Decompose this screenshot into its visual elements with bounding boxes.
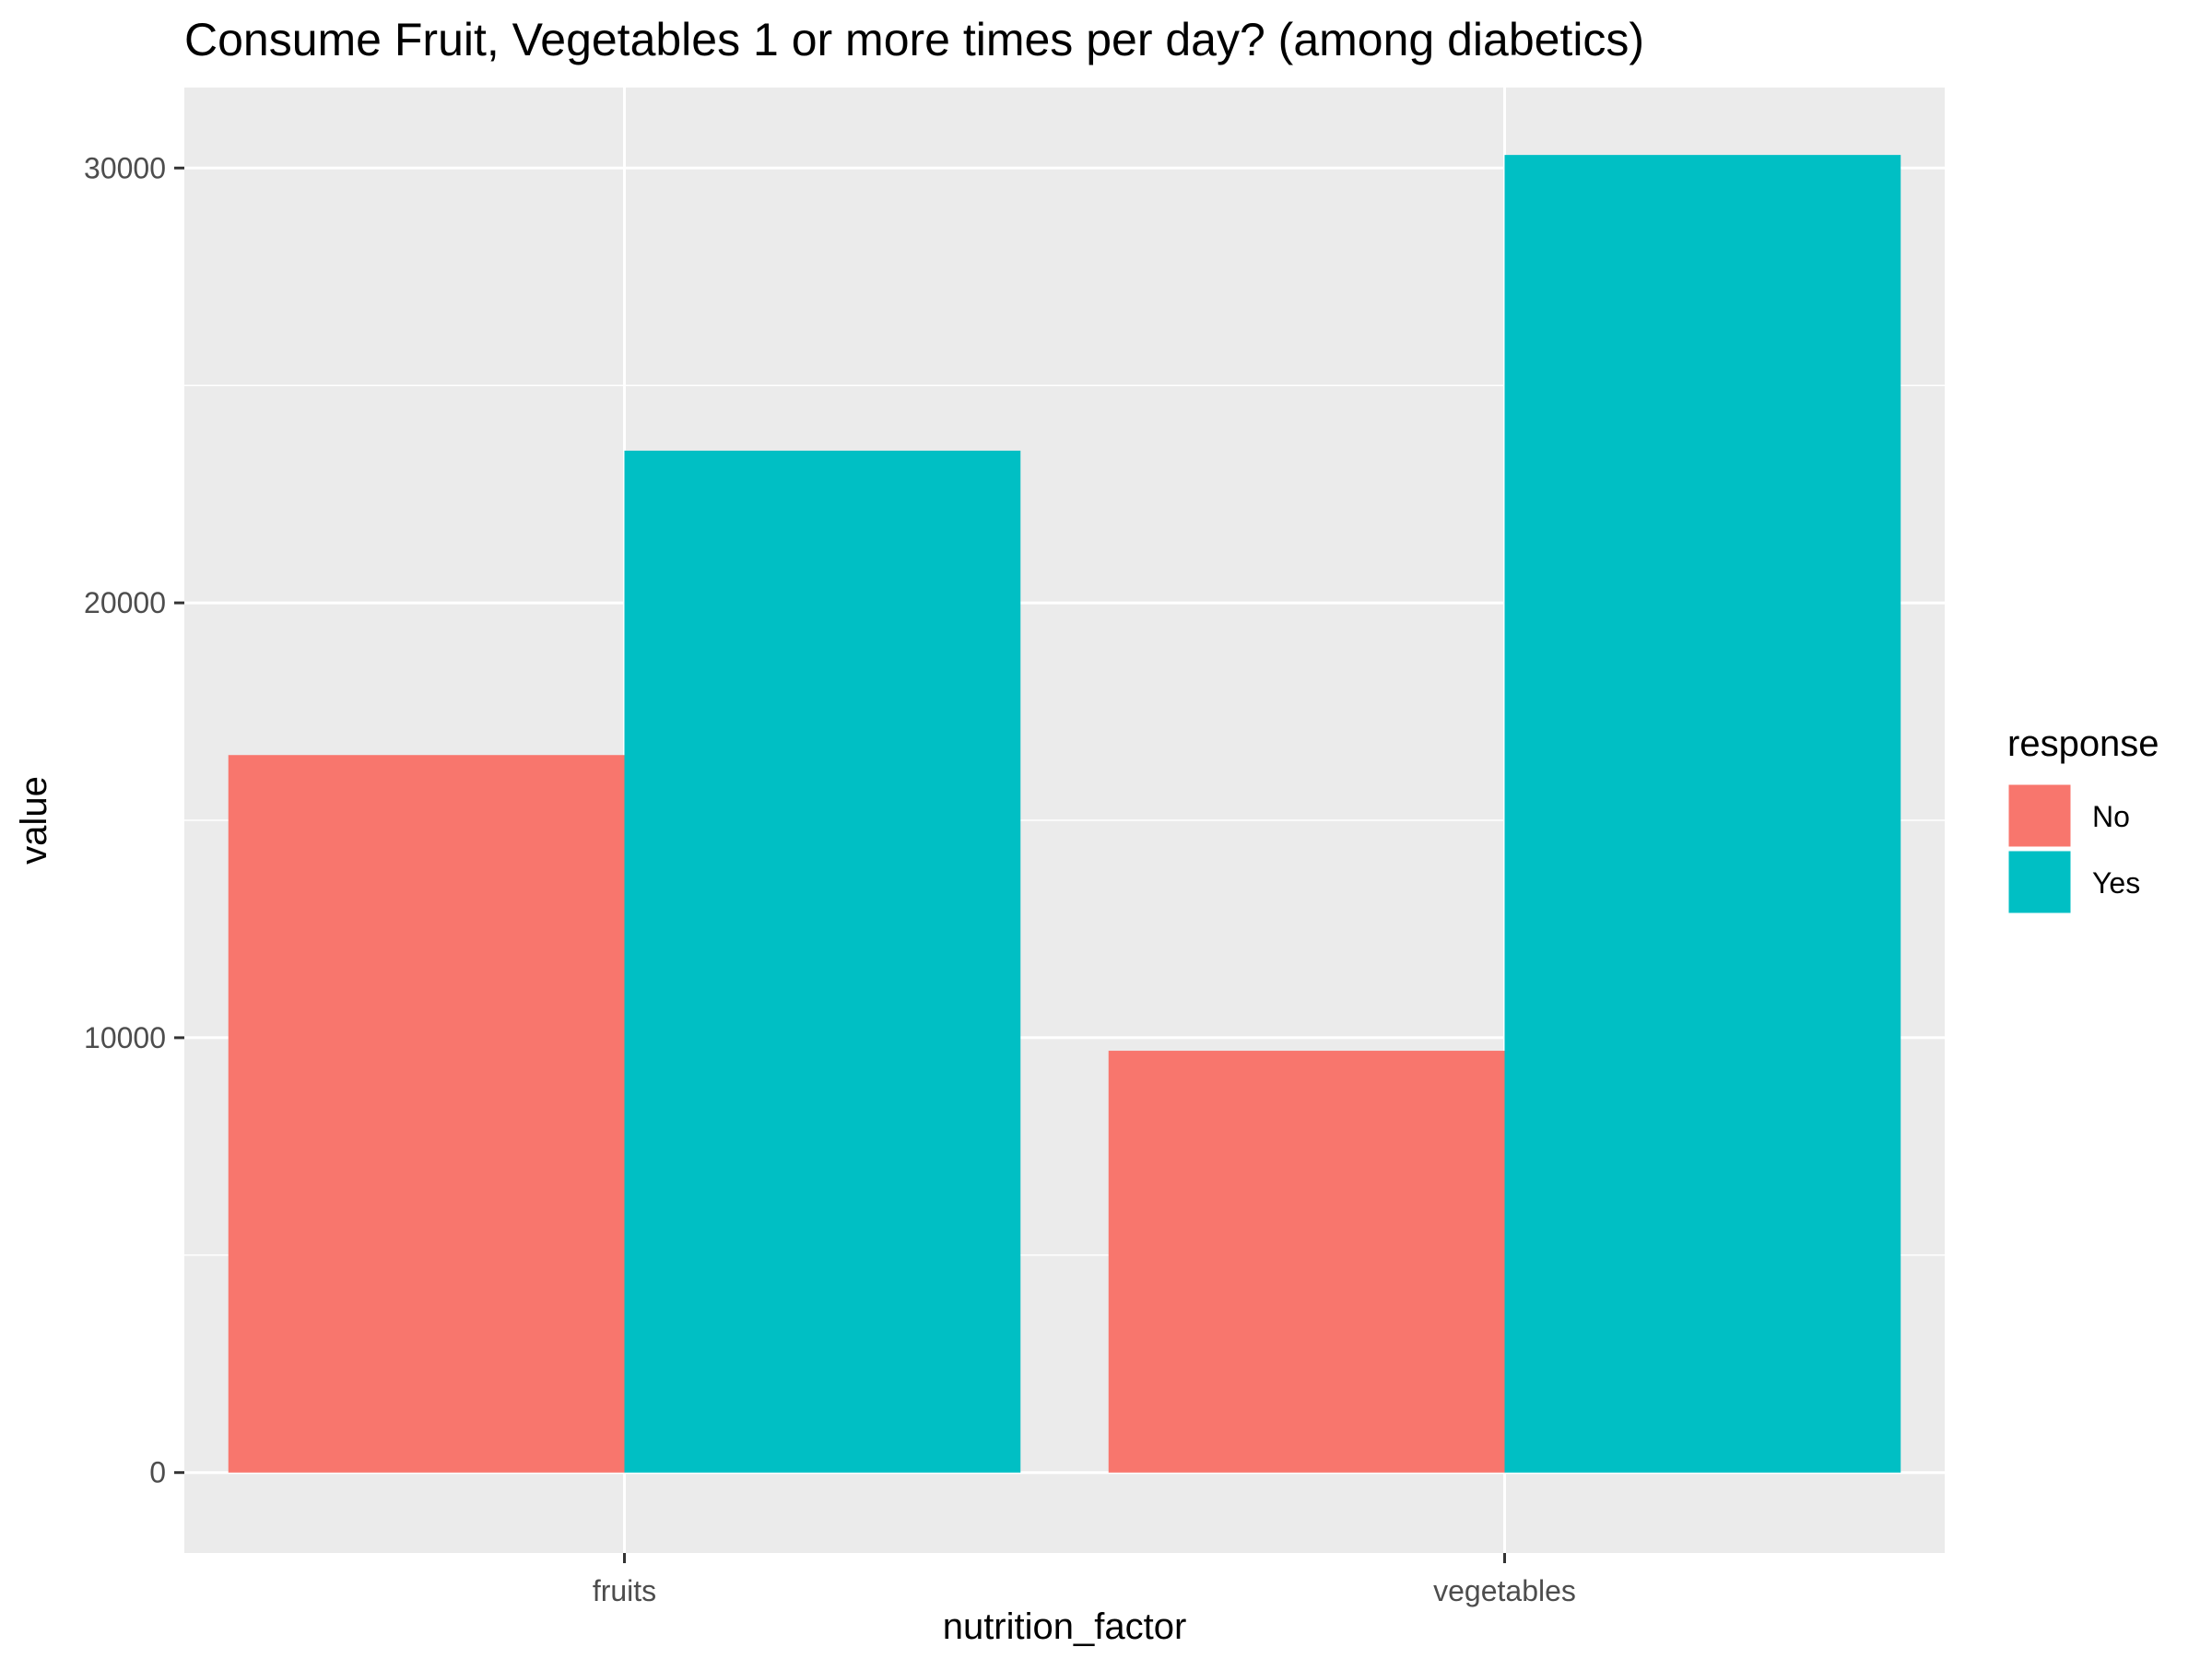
y-axis-title: value xyxy=(14,776,54,865)
x-tick-label: vegetables xyxy=(1433,1574,1576,1607)
y-tick-label: 20000 xyxy=(84,586,166,619)
legend-key-no xyxy=(2006,782,2074,850)
bars xyxy=(228,155,1901,1473)
x-axis-title: nutrition_factor xyxy=(943,1606,1187,1647)
chart-title: Consume Fruit, Vegetables 1 or more time… xyxy=(184,14,1644,65)
legend: response No Yes xyxy=(2006,724,2159,916)
bar-vegetables-no xyxy=(1108,1051,1505,1473)
bar-fruits-yes xyxy=(624,450,1021,1473)
legend-label-yes: Yes xyxy=(2092,866,2140,900)
x-tick-label: fruits xyxy=(593,1574,656,1607)
y-tick-label: 0 xyxy=(149,1456,166,1489)
legend-label-no: No xyxy=(2092,800,2130,833)
bar-fruits-no xyxy=(228,755,625,1473)
bar-vegetables-yes xyxy=(1504,155,1901,1473)
y-axis: 0 10000 20000 30000 xyxy=(84,151,184,1489)
legend-key-yes xyxy=(2006,848,2074,916)
legend-title: response xyxy=(2007,724,2159,764)
x-axis: fruits vegetables xyxy=(593,1553,1576,1607)
y-tick-label: 10000 xyxy=(84,1021,166,1054)
y-tick-label: 30000 xyxy=(84,151,166,184)
